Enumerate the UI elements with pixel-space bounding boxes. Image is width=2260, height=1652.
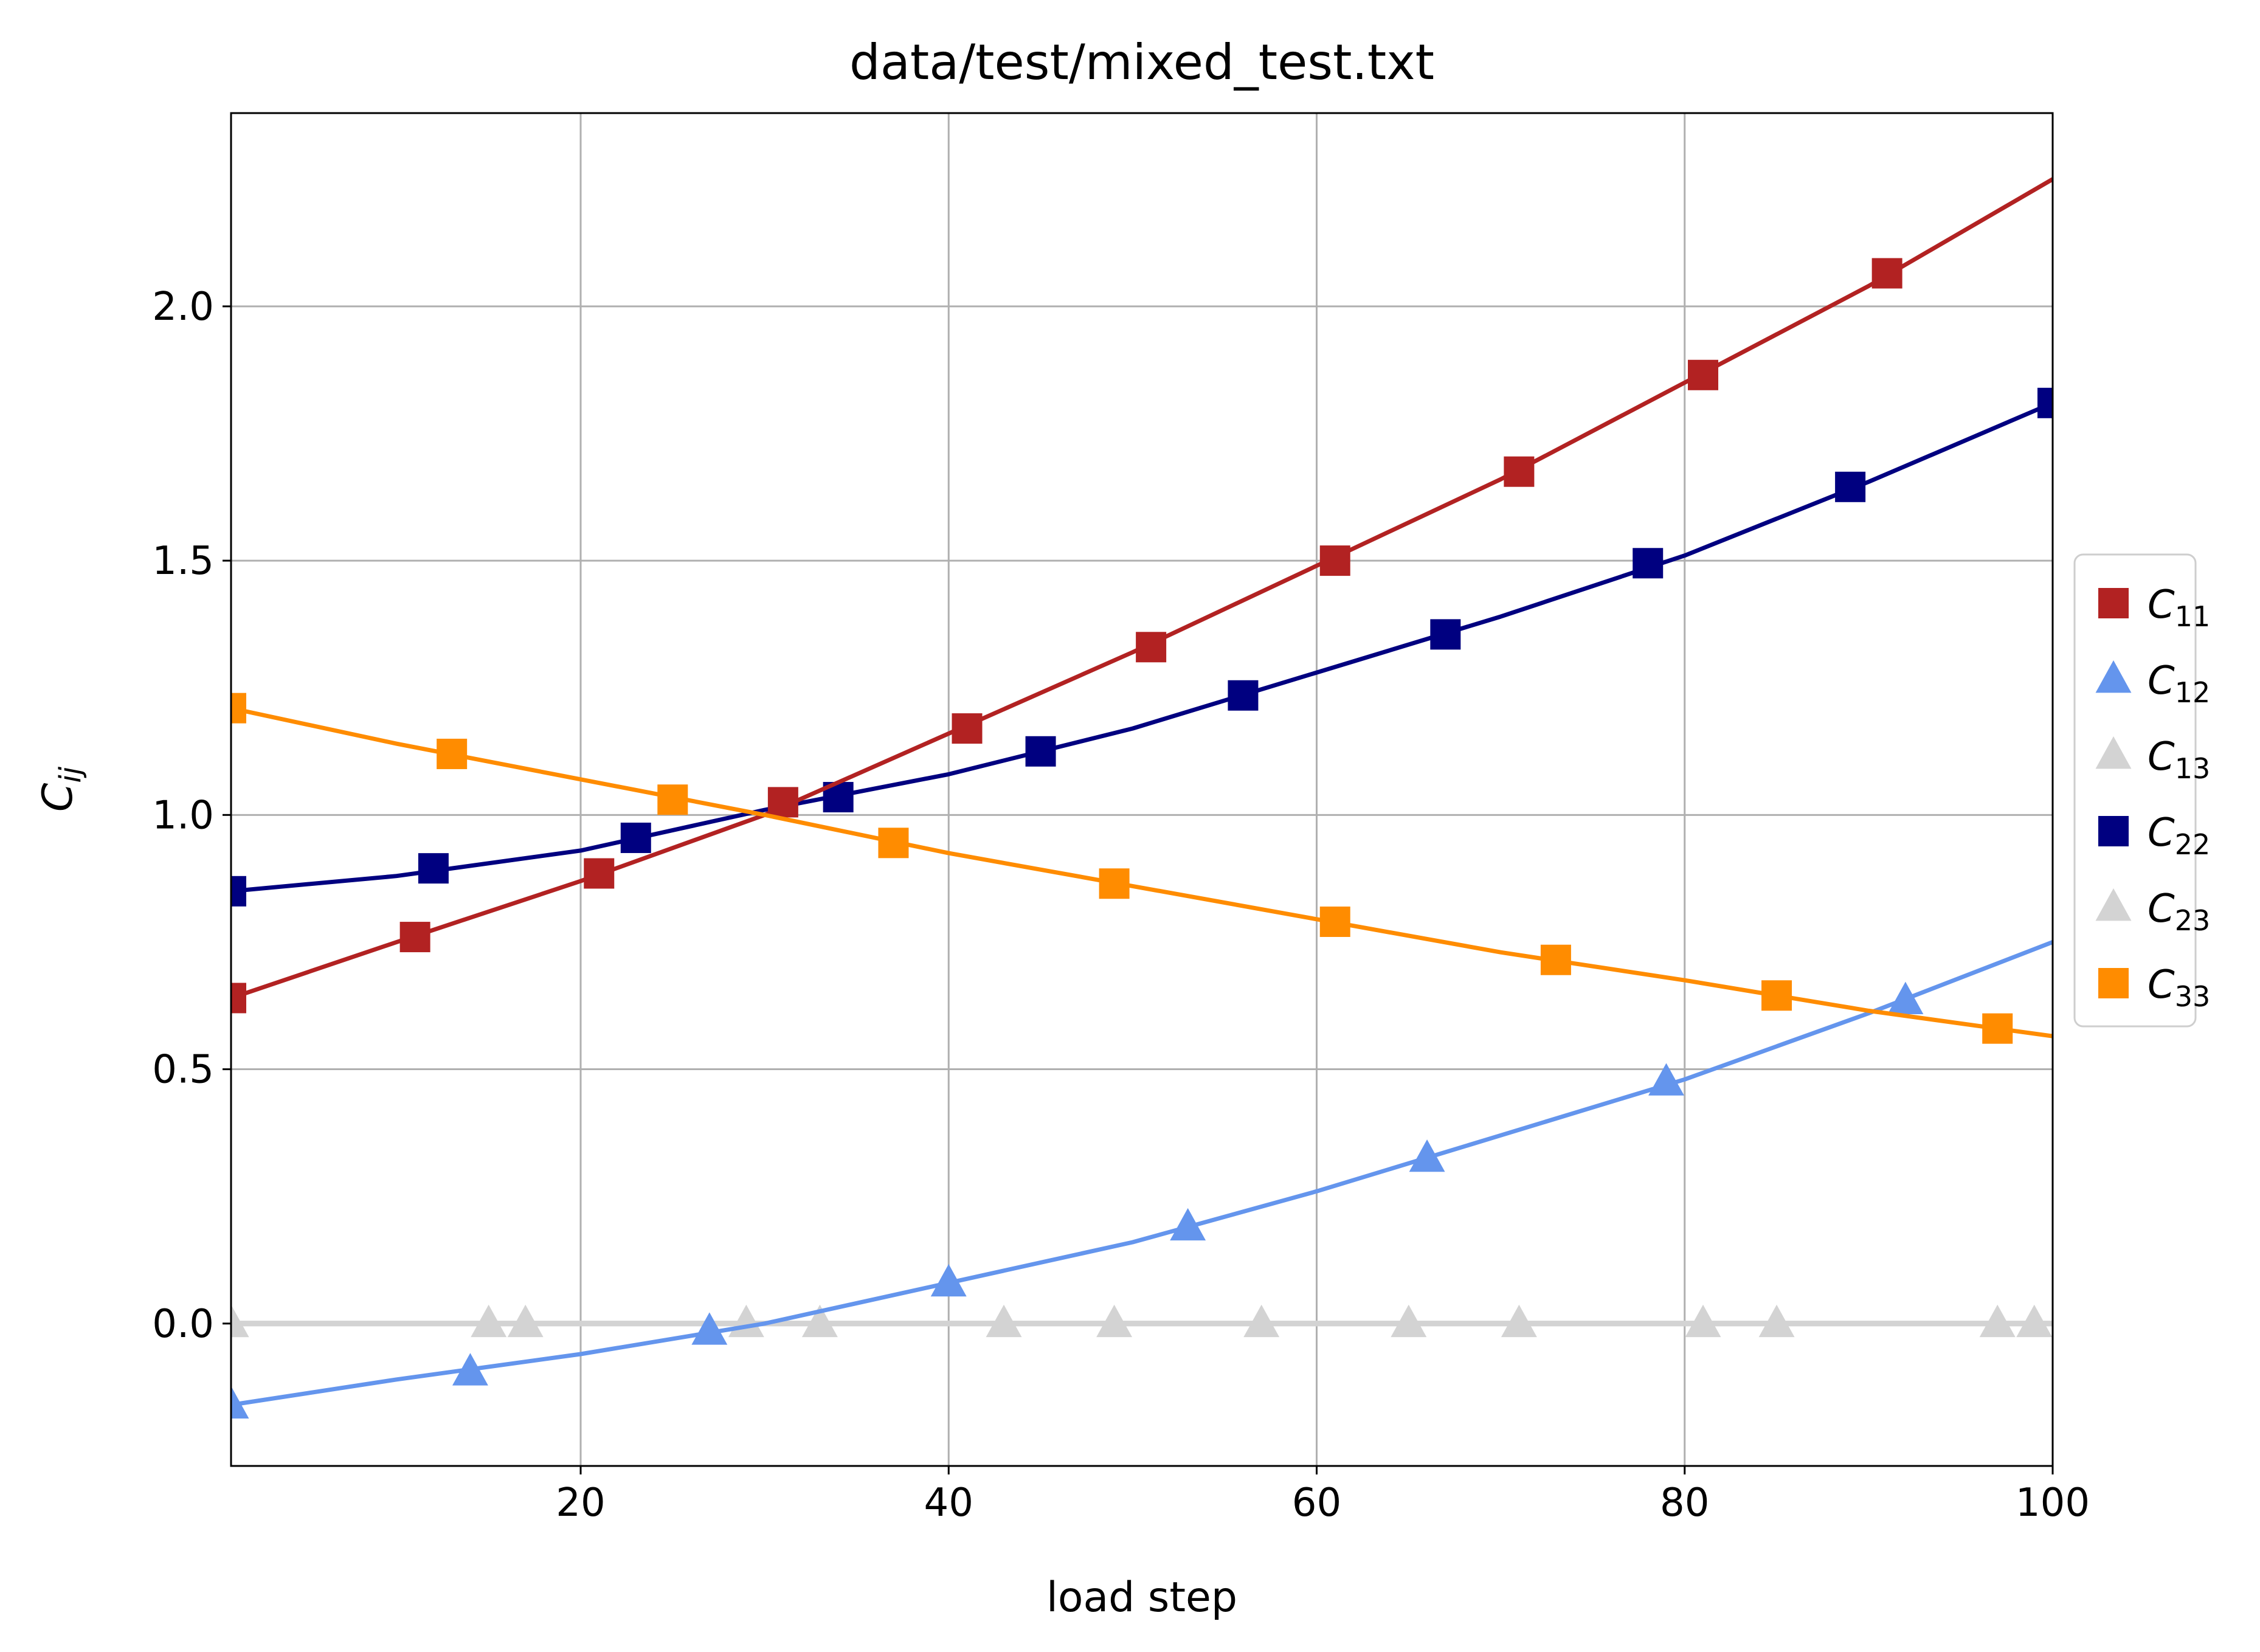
series-C33-marker [1319, 906, 1350, 937]
x-tick-label: 60 [1292, 1481, 1341, 1526]
series-C33-marker [437, 738, 468, 769]
legend-label-subscript: 33 [2175, 980, 2211, 1013]
series-C12-marker [452, 1353, 488, 1386]
y-axis-label: Cij [34, 766, 88, 812]
x-tick-label: 20 [556, 1481, 605, 1526]
legend-label-subscript: 12 [2175, 676, 2211, 709]
series-C22-marker [231, 876, 246, 907]
legend-label-subscript: 23 [2175, 904, 2211, 937]
series-C33-marker [1099, 868, 1130, 899]
series-C12 [231, 940, 2053, 1419]
legend-marker-C11 [2098, 588, 2129, 618]
series-C22-line [231, 401, 2053, 894]
series-C33-marker [1761, 980, 1792, 1011]
series-C23-marker [1979, 1304, 2016, 1338]
y-tick-label: 0.5 [152, 1048, 214, 1093]
y-axis-label-subscript: ij [54, 766, 88, 783]
x-axis-label: load step [1046, 1574, 1237, 1622]
series-C22-marker [1430, 619, 1461, 650]
series-C33-marker [1540, 944, 1571, 975]
legend-label-C22: C22 [2148, 810, 2210, 861]
legend-label-main: C [2148, 658, 2175, 703]
series-C33-line [231, 706, 2053, 1039]
series-C11-marker [1871, 258, 1902, 289]
series-C23 [231, 1304, 2053, 1338]
series-C33-marker [878, 828, 909, 859]
series-C11-marker [584, 858, 615, 889]
series-C23-marker [507, 1304, 544, 1338]
series-C11-marker [399, 922, 430, 953]
series-C11-marker [767, 787, 798, 818]
series-C33-marker [657, 784, 688, 815]
legend-label-C11: C11 [2148, 582, 2210, 633]
y-tick-label: 1.0 [152, 793, 214, 838]
series-C12-marker [691, 1312, 728, 1345]
series-C11 [231, 177, 2053, 1014]
legend-marker-C13 [2095, 736, 2132, 769]
series-C12-marker [1887, 981, 1924, 1014]
chart-title: data/test/mixed_test.txt [849, 34, 1434, 91]
series-C12-marker [1170, 1208, 1206, 1241]
series-C12-marker [1409, 1139, 1445, 1172]
series-C23-marker [1096, 1304, 1133, 1338]
legend-marker-C33 [2098, 968, 2129, 998]
series-layer [231, 177, 2053, 1419]
series-C22 [231, 387, 2053, 907]
x-tick-label: 80 [1660, 1481, 1709, 1526]
series-C11-marker [952, 713, 983, 744]
legend-label-C12: C12 [2148, 658, 2210, 709]
legend-label-main: C [2148, 963, 2175, 1007]
series-C11-marker [1136, 632, 1167, 663]
legend-label-main: C [2148, 734, 2175, 779]
series-C23-marker [1391, 1304, 1427, 1338]
series-C33-marker [1982, 1013, 2013, 1044]
legend-label-subscript: 11 [2175, 600, 2211, 633]
series-C22-marker [1633, 548, 1664, 579]
series-C22-marker [1025, 736, 1056, 767]
series-C12-marker [930, 1263, 967, 1297]
legend-label-C33: C33 [2148, 963, 2210, 1013]
legend-label-C13: C13 [2148, 734, 2210, 785]
series-C23-marker [801, 1304, 838, 1338]
series-C22-marker [1835, 471, 1866, 502]
series-C12-marker [1648, 1063, 1684, 1096]
series-C11-line [231, 177, 2053, 1000]
series-C12-marker [231, 1386, 249, 1419]
series-C23-marker [1685, 1304, 1721, 1338]
legend-label-C23: C23 [2148, 886, 2210, 937]
legend-label-main: C [2148, 582, 2175, 627]
y-tick-label: 1.5 [152, 539, 214, 584]
legend-marker-C22 [2098, 816, 2129, 846]
axis-ticks: 20 40 60 80 100 0.0 0.5 1.0 1.5 2.0 [152, 285, 2090, 1526]
series-C11-marker [1319, 545, 1350, 576]
x-tick-label: 100 [2016, 1481, 2090, 1526]
legend-label-main: C [2148, 810, 2175, 855]
x-tick-label: 40 [924, 1481, 973, 1526]
legend-label-main: C [2148, 886, 2175, 931]
series-C11-marker [1688, 359, 1719, 390]
series-C22-marker [418, 853, 449, 884]
legend-label-subscript: 13 [2175, 752, 2211, 785]
series-C23-marker [231, 1304, 249, 1338]
y-tick-label: 2.0 [152, 285, 214, 330]
series-C22-marker [2037, 387, 2053, 418]
legend-marker-C23 [2095, 888, 2132, 921]
series-C11-marker [1504, 456, 1535, 487]
series-C33-marker [231, 693, 246, 724]
series-C22-marker [1228, 680, 1259, 711]
y-axis-label-main: C [34, 783, 82, 812]
legend-marker-C12 [2095, 660, 2132, 693]
y-tick-label: 0.0 [152, 1302, 214, 1347]
series-C11-marker [231, 983, 246, 1014]
series-C12-line [231, 940, 2053, 1408]
series-C33 [231, 693, 2053, 1044]
plot-frame [230, 112, 2054, 1467]
legend-label-subscript: 22 [2175, 828, 2211, 861]
series-C22-marker [620, 822, 651, 853]
